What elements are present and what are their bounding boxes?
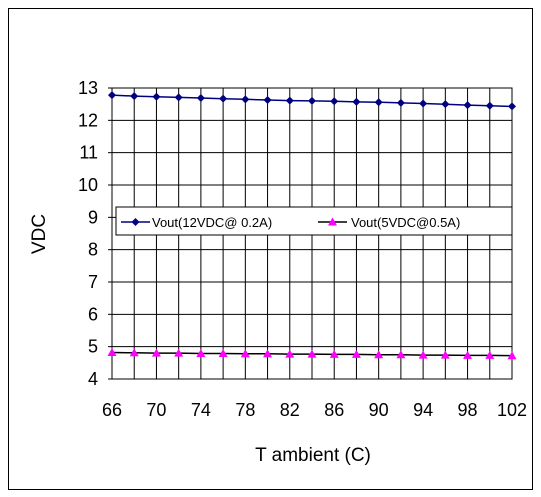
legend-marker-diamond bbox=[131, 218, 140, 226]
data-point-12v bbox=[174, 93, 183, 102]
x-tick-label: 70 bbox=[146, 400, 166, 420]
x-tick-label: 98 bbox=[458, 400, 478, 420]
legend-label-1: Vout(12VDC@ 0.2A) bbox=[152, 215, 272, 230]
data-point-5v bbox=[507, 351, 517, 360]
data-point-5v bbox=[351, 349, 361, 358]
data-point-5v bbox=[418, 350, 428, 359]
data-point-5v bbox=[174, 348, 184, 357]
data-point-12v bbox=[130, 92, 139, 101]
series-group bbox=[107, 91, 517, 360]
data-point-5v bbox=[107, 347, 117, 356]
y-tick-label: 9 bbox=[88, 207, 98, 227]
data-point-12v bbox=[285, 96, 294, 105]
data-point-12v bbox=[352, 97, 361, 106]
data-point-12v bbox=[441, 100, 450, 109]
data-point-5v bbox=[240, 349, 250, 358]
y-tick-label: 7 bbox=[88, 272, 98, 292]
y-tick-label: 6 bbox=[88, 304, 98, 324]
data-point-5v bbox=[485, 350, 495, 359]
legend-marker-triangle bbox=[328, 217, 337, 226]
data-point-12v bbox=[241, 95, 250, 104]
y-axis-title: VDC bbox=[29, 214, 50, 254]
legend: Vout(12VDC@ 0.2A) Vout(5VDC@0.5A) bbox=[115, 206, 513, 236]
data-point-5v bbox=[329, 349, 339, 358]
y-tick-label: 12 bbox=[78, 110, 98, 130]
data-point-5v bbox=[374, 350, 384, 359]
data-point-12v bbox=[152, 92, 161, 101]
data-point-5v bbox=[129, 348, 139, 357]
x-tick-label: 102 bbox=[497, 400, 527, 420]
data-point-12v bbox=[463, 101, 472, 110]
y-tick-label: 10 bbox=[78, 175, 98, 195]
x-tick-label: 74 bbox=[191, 400, 211, 420]
x-tick-label: 90 bbox=[369, 400, 389, 420]
x-tick-label: 66 bbox=[102, 400, 122, 420]
legend-label-2: Vout(5VDC@0.5A) bbox=[351, 215, 460, 230]
data-point-12v bbox=[374, 98, 383, 107]
data-point-5v bbox=[196, 348, 206, 357]
data-point-12v bbox=[508, 102, 516, 111]
data-point-5v bbox=[263, 349, 273, 358]
data-point-5v bbox=[463, 350, 473, 359]
x-tick-label: 82 bbox=[280, 400, 300, 420]
data-point-12v bbox=[196, 94, 205, 103]
data-point-12v bbox=[330, 97, 339, 106]
x-tick-label: 94 bbox=[413, 400, 433, 420]
legend-box bbox=[115, 206, 513, 236]
data-point-12v bbox=[108, 91, 116, 100]
data-point-5v bbox=[307, 349, 317, 358]
data-point-5v bbox=[218, 348, 228, 357]
data-point-5v bbox=[285, 349, 295, 358]
data-point-5v bbox=[396, 350, 406, 359]
x-tick-label: 86 bbox=[324, 400, 344, 420]
y-tick-label: 11 bbox=[79, 143, 98, 163]
x-tick-labels: 66 70 74 78 82 86 90 94 98 102 bbox=[102, 400, 527, 420]
data-point-12v bbox=[263, 95, 272, 104]
y-tick-labels: 4 5 6 7 8 9 10 11 12 13 bbox=[78, 78, 112, 389]
y-tick-label: 4 bbox=[88, 369, 98, 389]
data-point-12v bbox=[419, 99, 428, 108]
data-point-12v bbox=[485, 101, 494, 110]
x-axis-title: T ambient (C) bbox=[255, 445, 371, 466]
y-tick-label: 13 bbox=[78, 78, 98, 98]
data-point-5v bbox=[440, 350, 450, 359]
x-tick-label: 78 bbox=[235, 400, 255, 420]
y-tick-label: 5 bbox=[88, 337, 98, 357]
data-point-12v bbox=[396, 98, 405, 107]
data-point-12v bbox=[308, 96, 316, 105]
y-tick-label: 8 bbox=[88, 240, 98, 260]
data-point-12v bbox=[219, 94, 228, 103]
data-point-5v bbox=[151, 348, 161, 357]
